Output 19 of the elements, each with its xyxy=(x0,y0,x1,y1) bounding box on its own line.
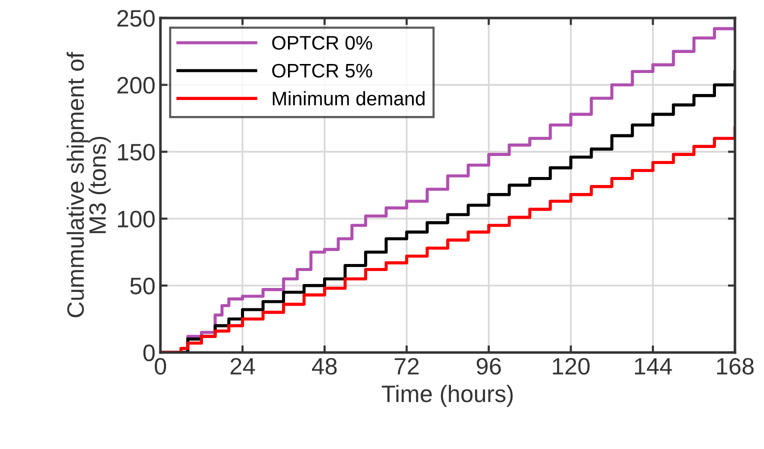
x-tick-label: 96 xyxy=(476,358,501,375)
y-tick-label: 200 xyxy=(117,76,155,94)
y-tick-label: 150 xyxy=(118,144,155,161)
legend-label: Minimum demand xyxy=(272,91,425,106)
y-tick-label: 50 xyxy=(130,278,155,294)
x-tick-label: 144 xyxy=(635,358,672,374)
x-axis-title: Time (hours) xyxy=(382,384,513,407)
y-tick-label: 100 xyxy=(118,210,155,228)
y-axis-title: Cummulative shipment of M3 (tons) xyxy=(66,52,111,318)
y-tick-label: 250 xyxy=(117,10,155,27)
x-tick-label: 24 xyxy=(230,358,255,374)
x-tick-label: 168 xyxy=(717,358,754,375)
legend-label: OPTCR 5% xyxy=(272,64,372,78)
x-tick-label: 48 xyxy=(312,358,337,375)
x-tick-label: 0 xyxy=(154,358,166,375)
x-tick-label: 72 xyxy=(394,358,419,374)
legend-label: OPTCR 0% xyxy=(272,36,372,50)
x-tick-label: 120 xyxy=(552,358,590,375)
y-tick-label: 0 xyxy=(143,344,155,362)
